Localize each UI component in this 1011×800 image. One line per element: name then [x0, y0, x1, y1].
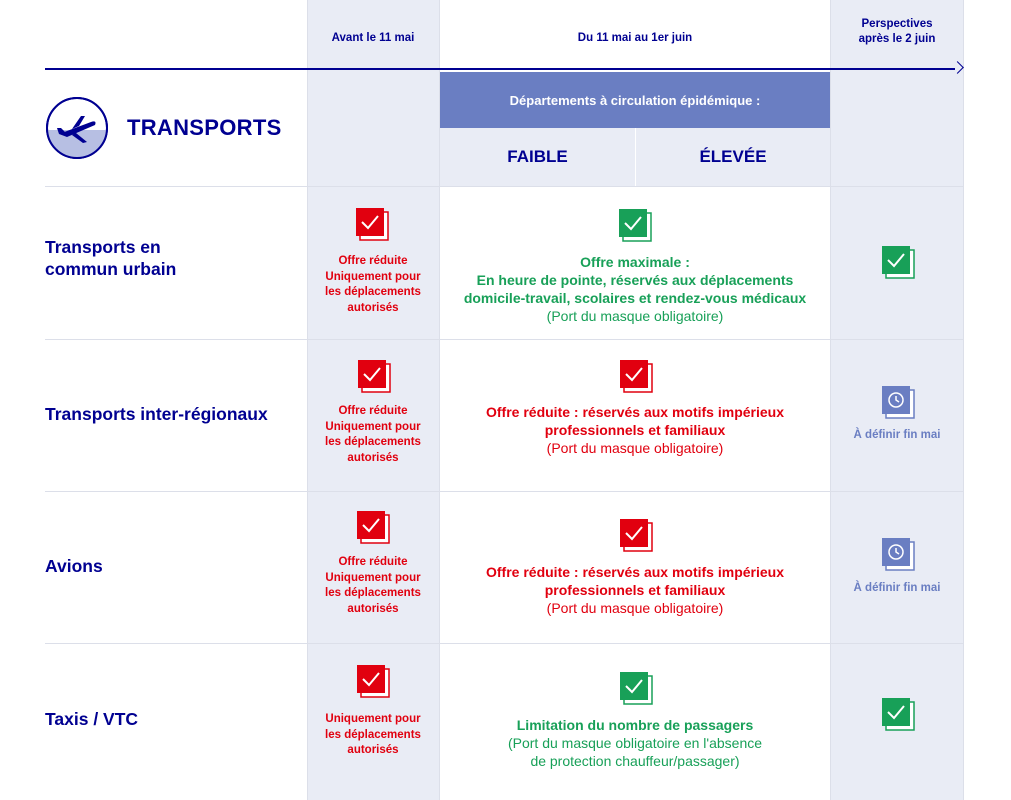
text-line: Offre réduite : réservés aux motifs impé…	[486, 404, 784, 420]
text-line: les déplacements	[325, 436, 421, 448]
before-text-urban: Offre réduite Uniquement pour les déplac…	[307, 254, 439, 316]
row-label-line2: commun urbain	[45, 259, 177, 279]
divider	[307, 0, 308, 800]
mask-note: (Port du masque obligatoire en l'absence	[507, 735, 763, 751]
text-line: Uniquement pour	[325, 713, 421, 725]
red-check-icon	[620, 519, 653, 552]
green-check-icon	[882, 698, 915, 731]
text-line: autorisés	[347, 451, 399, 464]
divider	[439, 0, 440, 800]
text-line: Offre réduite : réservés aux motifs impé…	[486, 564, 784, 580]
green-check-icon	[882, 246, 915, 279]
mask-note: (Port du masque obligatoire)	[546, 308, 724, 324]
text-line: Offre maximale :	[580, 254, 690, 270]
row-divider	[45, 339, 963, 340]
text-line: domicile-travail, scolaires et rendez-vo…	[463, 290, 807, 306]
column-header-after: Perspectives après le 2 juin	[831, 17, 963, 47]
subheader-high: ÉLEVÉE	[699, 147, 767, 166]
row-label-interregional: Transports inter-régionaux	[45, 403, 268, 425]
text-line: les déplacements	[325, 728, 421, 741]
row-label-urban-transport: Transports en commun urbain	[45, 236, 176, 280]
column-header-after-line1: Perspectives	[861, 18, 933, 30]
red-check-icon	[356, 208, 389, 241]
text-line: Offre réduite	[338, 405, 408, 417]
text-line: professionnels et familiaux	[544, 422, 726, 438]
before-text-interregional: Offre réduite Uniquement pour les déplac…	[307, 404, 439, 466]
row-label-line1: Avions	[45, 556, 103, 576]
row-label-taxis: Taxis / VTC	[45, 708, 138, 730]
divider	[963, 0, 964, 800]
during-text-taxis: Limitation du nombre de passagers (Port …	[440, 716, 830, 770]
red-check-icon	[620, 360, 653, 393]
text-line: Limitation du nombre de passagers	[516, 717, 754, 733]
column-header-before: Avant le 11 mai	[331, 32, 415, 44]
red-check-icon	[358, 360, 391, 393]
to-define-label: À définir fin mai	[853, 429, 941, 441]
mask-note: (Port du masque obligatoire)	[546, 440, 724, 456]
clock-icon	[882, 386, 915, 419]
text-line: autorisés	[347, 744, 399, 756]
before-text-taxis: Uniquement pour les déplacements autoris…	[307, 712, 439, 759]
before-text-planes: Offre réduite Uniquement pour les déplac…	[307, 555, 439, 617]
row-label-line1: Transports en	[45, 237, 161, 257]
text-line: Offre réduite	[338, 556, 408, 568]
department-band: Départements à circulation épidémique :	[440, 72, 830, 128]
row-label-line1: Transports inter-régionaux	[45, 404, 268, 424]
column-header-after-line2: après le 2 juin	[858, 33, 936, 45]
text-line: Uniquement pour	[325, 571, 421, 584]
row-label-line1: Taxis / VTC	[45, 709, 139, 729]
row-divider	[45, 491, 963, 492]
text-line: professionnels et familiaux	[544, 582, 726, 598]
subheader-low: FAIBLE	[507, 147, 568, 166]
row-divider	[45, 643, 963, 644]
mask-note: (Port du masque obligatoire)	[546, 600, 724, 616]
text-line: En heure de pointe, réservés aux déplace…	[476, 272, 794, 288]
text-line: Uniquement pour	[325, 270, 421, 283]
mask-note: de protection chauffeur/passager)	[530, 753, 740, 769]
text-line: autorisés	[347, 301, 399, 314]
red-check-icon	[357, 511, 390, 544]
text-line: Offre réduite	[338, 255, 408, 267]
section-title: TRANSPORTS	[127, 115, 282, 140]
clock-icon	[882, 538, 915, 571]
green-check-icon	[619, 209, 652, 242]
row-divider	[45, 186, 963, 187]
green-check-icon	[620, 672, 653, 705]
text-line: les déplacements	[325, 286, 421, 298]
row-label-planes: Avions	[45, 555, 103, 577]
text-line: Uniquement pour	[325, 420, 421, 433]
divider	[635, 128, 636, 186]
column-header-during: Du 11 mai au 1er juin	[577, 32, 693, 44]
during-text-planes: Offre réduite : réservés aux motifs impé…	[440, 563, 830, 617]
red-check-icon	[357, 665, 390, 698]
to-define-label: À définir fin mai	[853, 582, 941, 594]
divider	[830, 0, 831, 800]
during-text-urban: Offre maximale : En heure de pointe, rés…	[440, 253, 830, 325]
airplane-icon	[46, 97, 108, 159]
text-line: autorisés	[347, 602, 399, 615]
text-line: les déplacements	[325, 587, 421, 599]
during-text-interregional: Offre réduite : réservés aux motifs impé…	[440, 403, 830, 457]
timeline-arrow-line	[45, 68, 955, 70]
